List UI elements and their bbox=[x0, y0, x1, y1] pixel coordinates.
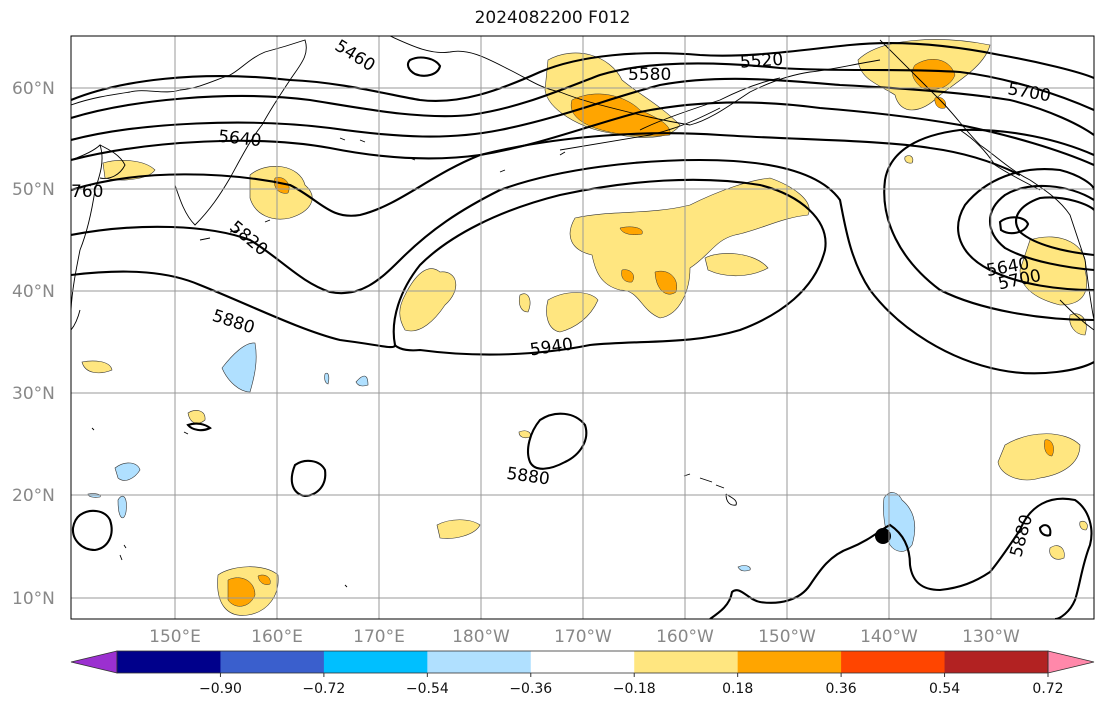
lon-label-170e: 170°E bbox=[353, 627, 405, 647]
colorbar-tick-label: 0.36 bbox=[826, 681, 857, 697]
colorbar: −0.90 −0.72 −0.54 −0.36 −0.18 0.18 0.36 0.54 0.7… bbox=[70, 650, 1095, 697]
colorbar-tick-label: −0.72 bbox=[302, 681, 345, 697]
colorbar-tick-label: 0.54 bbox=[929, 681, 960, 697]
colorbar-frame bbox=[116, 650, 1049, 674]
plot-frame bbox=[70, 35, 1095, 620]
colorbar-segment bbox=[841, 651, 946, 673]
colorbar-segment bbox=[737, 651, 842, 673]
lon-label-130w: 130°W bbox=[962, 627, 1020, 647]
colorbar-tick-label: −0.90 bbox=[199, 681, 242, 697]
colorbar-segment bbox=[323, 651, 428, 673]
colorbar-tick-label: −0.18 bbox=[613, 681, 656, 697]
contour-label-5640-top: 5640 bbox=[217, 127, 262, 151]
lon-label-150e: 150°E bbox=[149, 627, 201, 647]
storm-center-dot bbox=[875, 528, 891, 544]
lon-label-180w: 180°W bbox=[452, 627, 510, 647]
latitude-labels: 60°N 50°N 40°N 30°N 20°N 10°N bbox=[12, 79, 55, 609]
colorbar-tick-label: −0.36 bbox=[509, 681, 552, 697]
lon-label-170w: 170°W bbox=[554, 627, 612, 647]
colorbar-extend-low bbox=[70, 650, 118, 674]
longitude-labels: 150°E 160°E 170°E 180°W 170°W 160°W 150°… bbox=[149, 627, 1020, 647]
colorbar-tick-label: 0.18 bbox=[722, 681, 753, 697]
colorbar-tick-label: 0.72 bbox=[1032, 681, 1063, 697]
colorbar-segment bbox=[634, 651, 739, 673]
graticule bbox=[71, 36, 1094, 619]
colorbar-tick-label: −0.54 bbox=[406, 681, 449, 697]
lon-label-150w: 150°W bbox=[758, 627, 816, 647]
colorbar-segment bbox=[220, 651, 325, 673]
lat-label-60n: 60°N bbox=[12, 79, 55, 99]
lat-label-40n: 40°N bbox=[12, 282, 55, 302]
colorbar-segment bbox=[117, 651, 221, 673]
lat-label-10n: 10°N bbox=[12, 589, 55, 609]
contour-label-5580: 5580 bbox=[628, 65, 671, 85]
colorbar-segment bbox=[944, 651, 1049, 673]
colorbar-extend-high bbox=[1047, 650, 1095, 674]
lon-label-160w: 160°W bbox=[656, 627, 714, 647]
height-contours bbox=[71, 42, 1094, 619]
colorbar-segment bbox=[427, 651, 532, 673]
coastlines bbox=[71, 36, 1094, 588]
lat-label-30n: 30°N bbox=[12, 384, 55, 404]
map-title: 2024082200 F012 bbox=[474, 8, 631, 28]
lat-label-50n: 50°N bbox=[12, 180, 55, 200]
colorbar-segment bbox=[530, 651, 635, 673]
lon-label-160e: 160°E bbox=[251, 627, 303, 647]
contour-label-760: 760 bbox=[71, 182, 103, 202]
lat-label-20n: 20°N bbox=[12, 486, 55, 506]
contour-label-5520: 5520 bbox=[739, 50, 784, 73]
lon-label-140w: 140°W bbox=[860, 627, 918, 647]
